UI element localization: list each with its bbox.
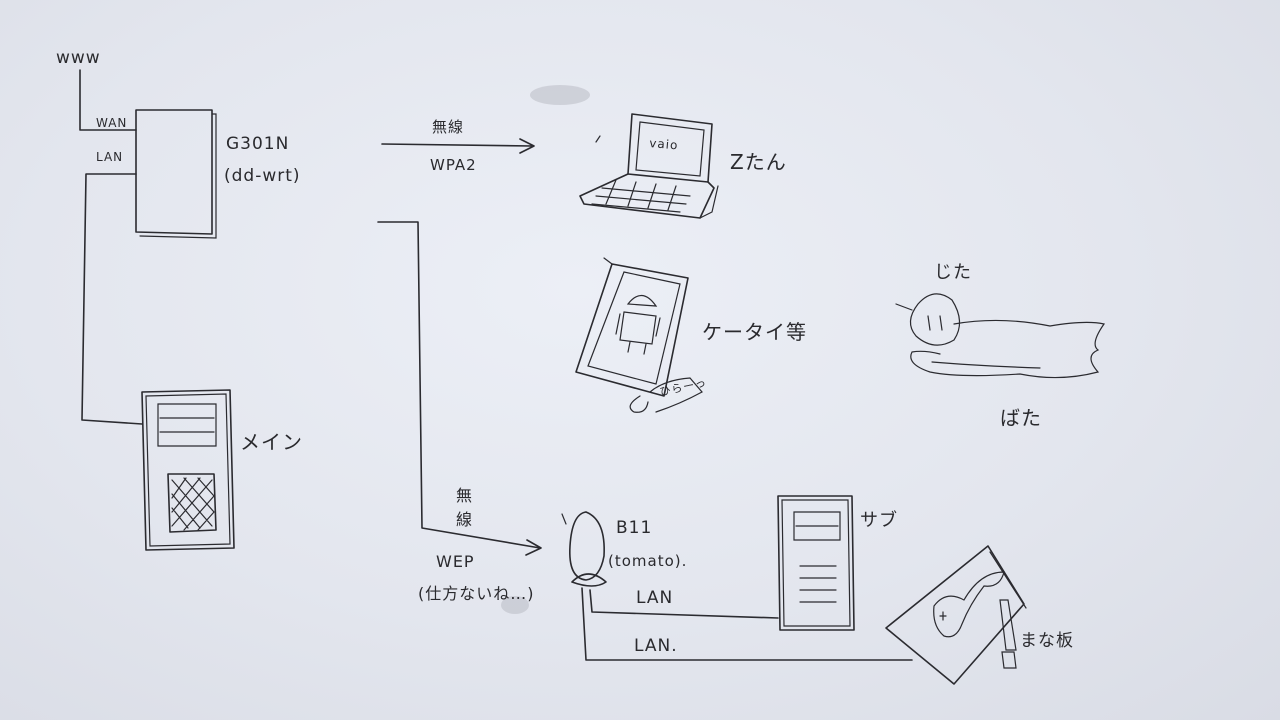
- laptop-drawing: [579, 113, 719, 219]
- main-pc-tower: [141, 389, 235, 551]
- bridge-to-sub-label: LAN: [636, 588, 674, 608]
- sub-pc-drawing: [777, 495, 855, 631]
- cat-bottom-label: ばた: [1000, 406, 1042, 430]
- bridge-host: (tomato).: [608, 552, 688, 570]
- wan-line: [79, 69, 137, 131]
- main-pc-label: メイン: [240, 430, 303, 454]
- bridge-name: B11: [616, 518, 653, 538]
- wireless-arrow-wep: [377, 221, 542, 556]
- cutting-board-drawing: [885, 545, 1027, 685]
- bridge-to-sub-line: [589, 589, 779, 619]
- eraser-smudge: [501, 596, 529, 614]
- wireless-arrow-wpa2: [381, 138, 535, 154]
- laptop-label: Zたん: [730, 150, 787, 174]
- wireless-1-medium: 無線: [432, 118, 465, 136]
- cutting-board-label: まな板: [1020, 631, 1074, 651]
- laptop-screen-text: vaio: [648, 136, 680, 153]
- sub-pc-label: サブ: [860, 510, 898, 531]
- internet-label: www: [56, 48, 101, 68]
- wireless-1-security: WPA2: [430, 156, 477, 174]
- bridge-to-board-label: LAN.: [634, 636, 678, 656]
- wireless-2-note: (仕方ないね…): [418, 584, 535, 603]
- wireless-2-medium-2: 線: [456, 510, 474, 529]
- router-name: G301N: [226, 134, 290, 154]
- paper-crease: [530, 85, 590, 105]
- wireless-2-medium-1: 無: [456, 486, 474, 505]
- phone-label: ケータイ等: [702, 320, 807, 344]
- router-firmware: (dd-wrt): [224, 166, 301, 186]
- router-to-main-line: [81, 173, 143, 425]
- lan-port-label: LAN: [96, 150, 124, 164]
- cat-top-label: じた: [934, 262, 972, 283]
- cat-drawing: [895, 293, 1106, 379]
- router-box: [135, 109, 213, 235]
- wan-port-label: WAN: [96, 116, 128, 130]
- wireless-2-security: WEP: [436, 552, 475, 571]
- router-box-shadow: [139, 113, 217, 239]
- bridge-to-board-line: [581, 587, 913, 661]
- phone-drawing: [575, 257, 703, 413]
- bridge-router-drawing: [561, 511, 607, 587]
